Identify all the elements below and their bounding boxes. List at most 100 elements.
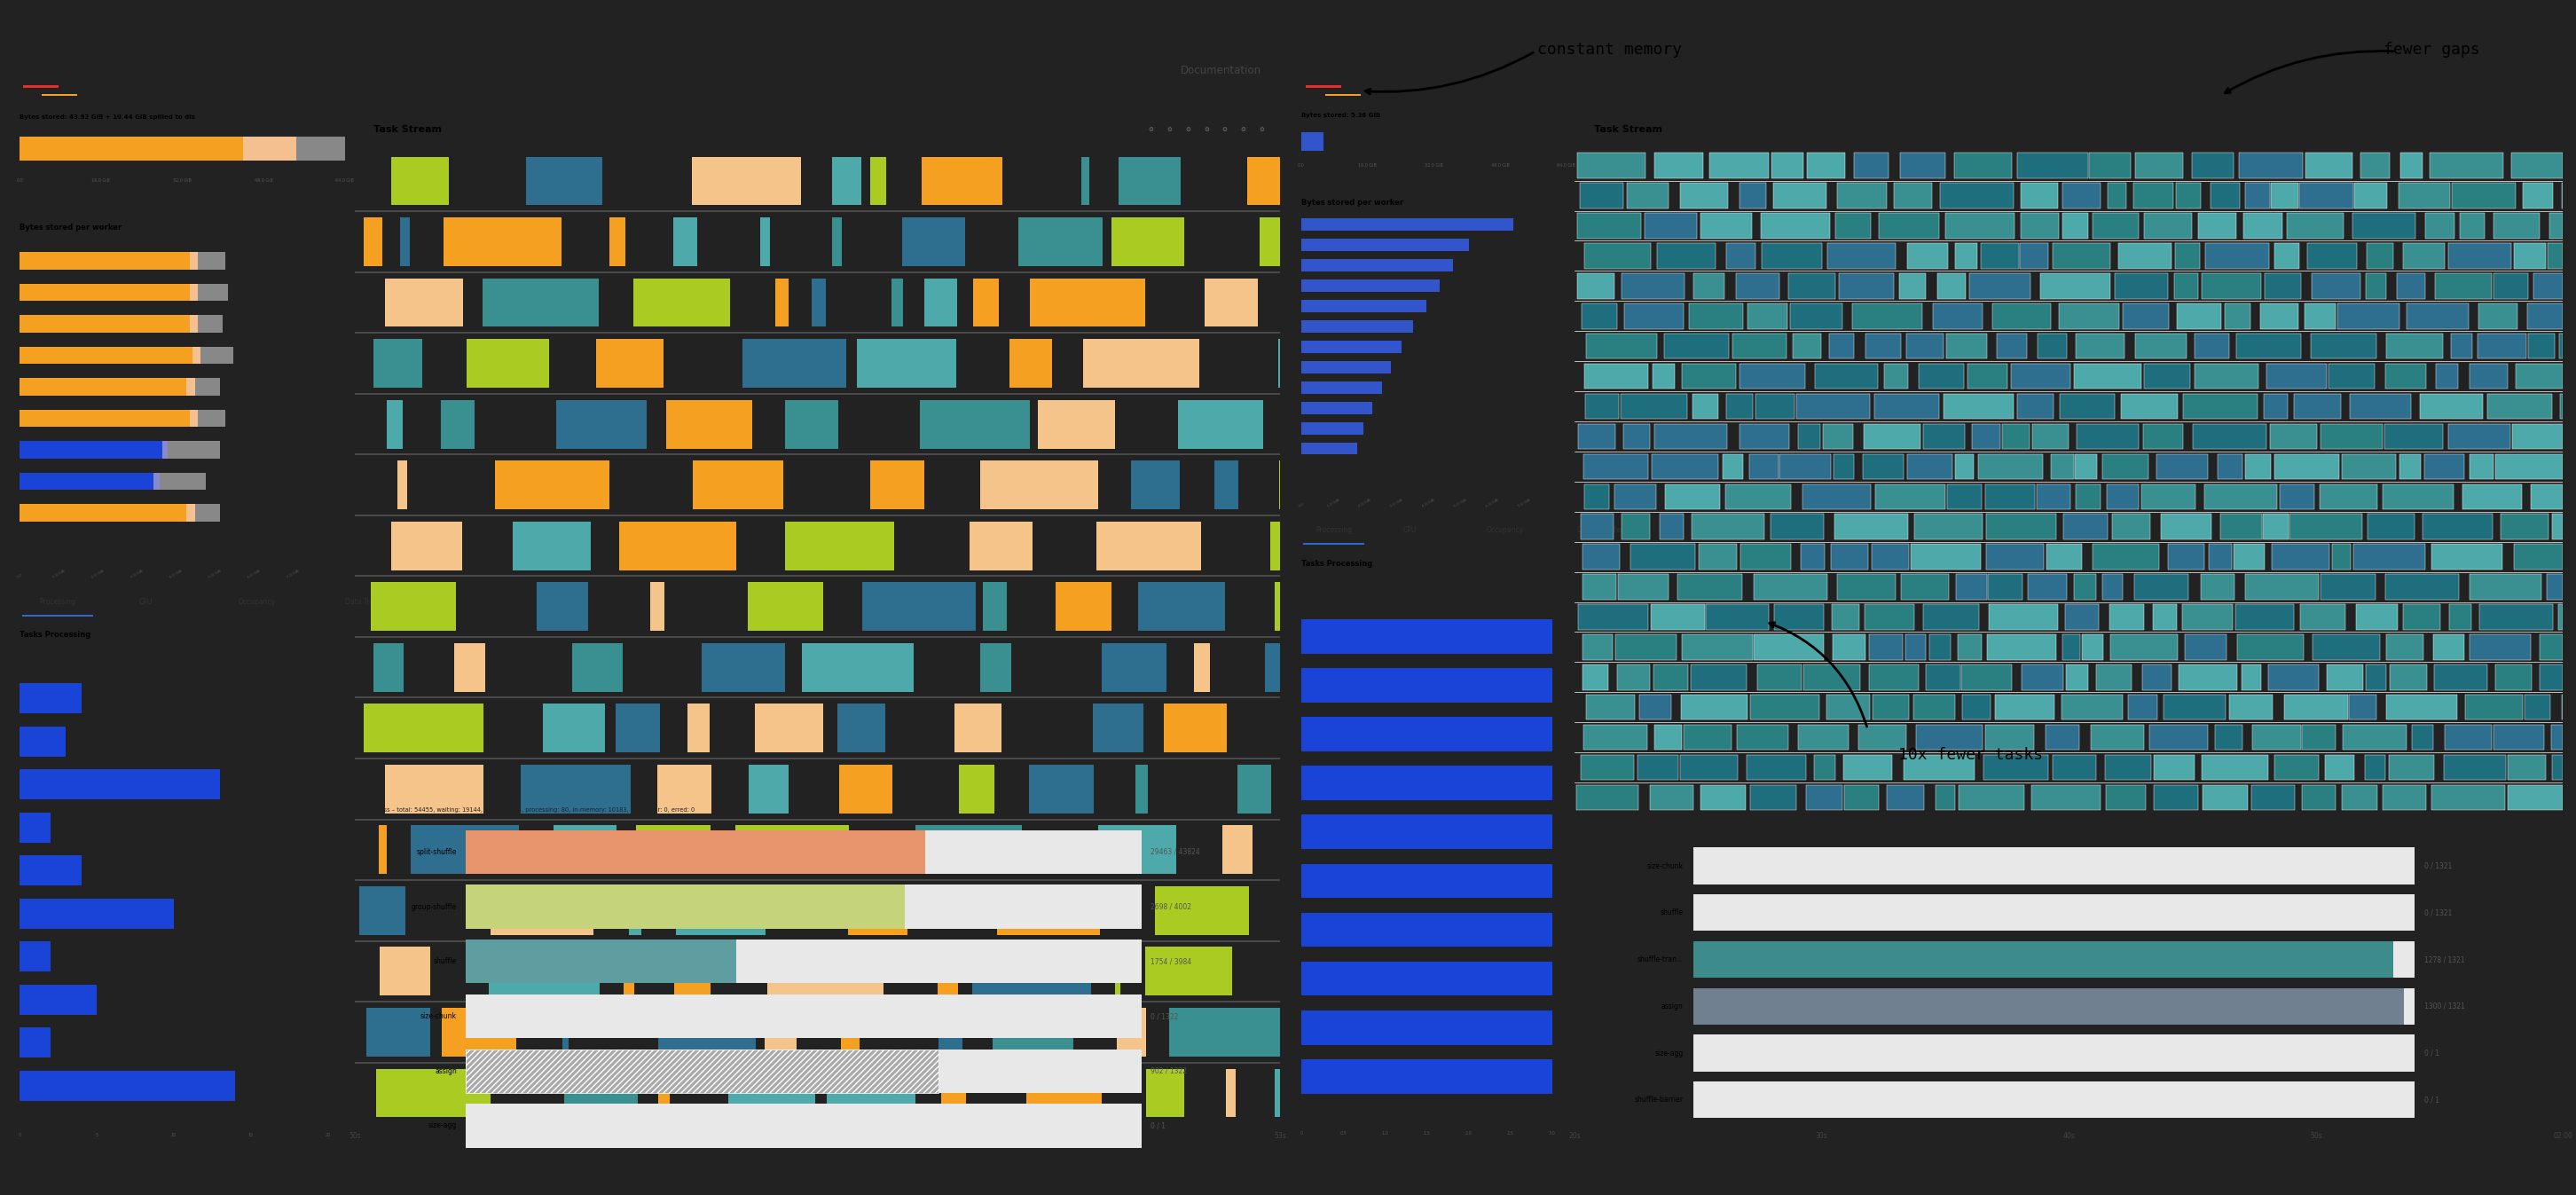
Bar xyxy=(2269,424,2316,449)
Bar xyxy=(765,1007,796,1056)
Bar xyxy=(21,727,67,756)
Bar xyxy=(21,899,173,929)
Text: size-chunk: size-chunk xyxy=(1646,862,1682,870)
Bar xyxy=(2038,484,2071,509)
Bar xyxy=(1914,694,1955,719)
Bar xyxy=(2063,635,2081,660)
Bar xyxy=(1301,361,1391,373)
Bar xyxy=(2311,333,2378,359)
Text: 48.0 GiB: 48.0 GiB xyxy=(255,179,273,183)
Bar xyxy=(2406,304,2468,329)
Bar xyxy=(1584,244,1651,269)
Bar xyxy=(2548,575,2563,600)
Bar xyxy=(1914,514,1984,539)
Bar xyxy=(21,1071,234,1101)
Bar xyxy=(2110,605,2143,630)
Bar xyxy=(1270,521,1280,570)
Bar xyxy=(997,887,1100,934)
Bar xyxy=(1803,664,1860,690)
Bar xyxy=(2244,213,2282,239)
Bar xyxy=(1893,183,1932,208)
Text: 7.0 GiB: 7.0 GiB xyxy=(1517,498,1530,509)
Text: shuffle: shuffle xyxy=(433,957,456,966)
Bar xyxy=(1906,454,1953,479)
Bar xyxy=(2076,484,2099,509)
Bar xyxy=(1301,422,1363,434)
Bar xyxy=(2239,153,2303,178)
Bar xyxy=(1584,724,1649,750)
Bar xyxy=(2226,304,2251,329)
Text: Data Transfer: Data Transfer xyxy=(345,598,392,606)
Bar xyxy=(2063,514,2107,539)
Bar xyxy=(1303,544,1365,545)
Bar xyxy=(1582,304,1618,329)
Bar xyxy=(2076,424,2138,449)
Bar xyxy=(2182,605,2233,630)
Bar xyxy=(21,252,191,269)
Bar xyxy=(2535,274,2563,299)
Bar xyxy=(2143,363,2190,388)
Bar xyxy=(1301,219,1512,231)
Bar xyxy=(1906,635,1927,660)
Bar xyxy=(2115,274,2169,299)
Bar xyxy=(1584,484,1610,509)
Bar xyxy=(2396,274,2424,299)
Text: 1300 / 1321: 1300 / 1321 xyxy=(2424,1003,2465,1010)
Bar xyxy=(1996,333,2027,359)
Bar xyxy=(2195,333,2228,359)
Bar xyxy=(974,278,999,327)
Bar xyxy=(363,217,381,266)
Bar xyxy=(1638,755,1680,780)
Text: Progress – total: 54455, waiting: 19144, queued: 384, processing: 80, in-memory:: Progress – total: 54455, waiting: 19144,… xyxy=(363,807,696,813)
Bar xyxy=(1865,605,1914,630)
Bar xyxy=(466,939,1141,983)
Bar xyxy=(2092,544,2159,570)
Bar xyxy=(21,942,52,972)
Bar xyxy=(2522,183,2553,208)
Bar xyxy=(1971,274,2030,299)
Bar xyxy=(1834,514,1909,539)
Bar xyxy=(2136,333,2187,359)
Bar xyxy=(21,985,98,1015)
Bar xyxy=(1579,424,1615,449)
Bar xyxy=(2241,664,2262,690)
Bar xyxy=(466,1104,1141,1147)
Text: Occupancy: Occupancy xyxy=(237,598,276,606)
Bar xyxy=(863,582,976,631)
Bar xyxy=(21,684,82,713)
Text: 4.0 GiB: 4.0 GiB xyxy=(1422,498,1435,509)
Text: 32.0 GiB: 32.0 GiB xyxy=(173,179,191,183)
Bar xyxy=(659,1068,670,1117)
Text: 16.0 GiB: 16.0 GiB xyxy=(1358,163,1376,167)
Bar xyxy=(2452,183,2517,208)
Bar xyxy=(2264,393,2287,419)
Bar xyxy=(1844,785,1878,810)
Text: CPU: CPU xyxy=(1404,526,1417,534)
Bar xyxy=(1772,183,1826,208)
Bar xyxy=(1301,133,1324,151)
Bar xyxy=(693,157,801,206)
Bar xyxy=(2478,605,2553,630)
Bar xyxy=(1700,785,1747,810)
Bar xyxy=(381,946,430,995)
Text: shuffle-tran...: shuffle-tran... xyxy=(1638,956,1682,963)
Bar xyxy=(2164,694,2226,719)
Bar xyxy=(1579,183,1623,208)
Bar xyxy=(768,946,884,995)
Bar xyxy=(1038,400,1115,448)
Bar xyxy=(922,157,1002,206)
Bar xyxy=(2354,183,2388,208)
Bar xyxy=(1754,635,1824,660)
Bar xyxy=(242,136,296,160)
Bar xyxy=(392,157,448,206)
Bar xyxy=(2022,664,2063,690)
Bar xyxy=(2143,213,2192,239)
Bar xyxy=(21,347,193,363)
Bar xyxy=(1577,785,1638,810)
Text: 1754 / 3984: 1754 / 3984 xyxy=(1151,957,1193,966)
Bar xyxy=(296,136,345,160)
Bar xyxy=(1692,1035,2414,1072)
Bar xyxy=(2058,304,2120,329)
Bar xyxy=(2300,605,2347,630)
Bar xyxy=(2437,363,2458,388)
